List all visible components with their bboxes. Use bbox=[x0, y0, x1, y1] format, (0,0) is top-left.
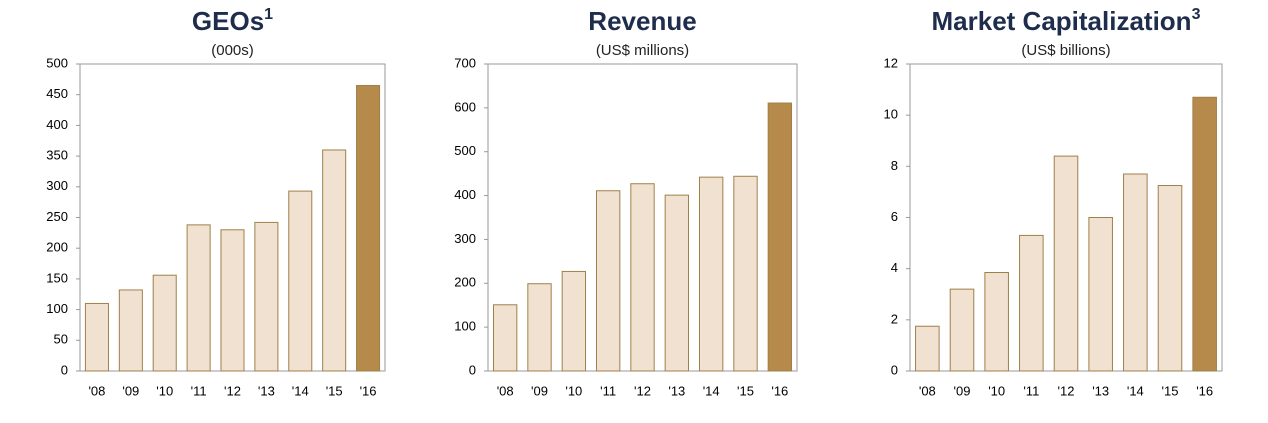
x-tick-label: '12 bbox=[224, 383, 241, 398]
bar bbox=[254, 221, 279, 372]
bar bbox=[356, 84, 381, 372]
y-tick-label: 200 bbox=[454, 275, 476, 290]
x-tick-label: '16 bbox=[1196, 383, 1213, 398]
bar bbox=[84, 302, 109, 372]
y-tick-label: 250 bbox=[46, 209, 68, 224]
x-tick-label: '14 bbox=[703, 383, 720, 398]
y-tick-label: 450 bbox=[46, 86, 68, 101]
bar bbox=[561, 270, 587, 372]
chart-subtitle: (US$ millions) bbox=[596, 42, 689, 59]
x-tick-label: '11 bbox=[1023, 383, 1039, 398]
y-tick-label: 600 bbox=[454, 99, 476, 114]
bar bbox=[664, 194, 690, 372]
bar bbox=[1157, 185, 1183, 372]
x-tick-label: '14 bbox=[1127, 383, 1144, 398]
y-tick-label: 400 bbox=[46, 117, 68, 132]
bar bbox=[595, 190, 621, 372]
chart-title: Revenue bbox=[588, 6, 696, 36]
y-tick-label: 12 bbox=[884, 55, 898, 70]
chart-title: Market Capitalization3 bbox=[932, 6, 1201, 36]
bar bbox=[733, 175, 758, 372]
x-tick-label: '15 bbox=[326, 383, 343, 398]
bar bbox=[630, 183, 655, 372]
x-tick-label: '08 bbox=[497, 383, 514, 398]
bar bbox=[1123, 173, 1148, 372]
y-tick-label: 500 bbox=[454, 143, 476, 158]
chart-title-text: GEOs bbox=[192, 6, 264, 36]
chart-subtitle: (000s) bbox=[211, 42, 254, 59]
y-tick-label: 10 bbox=[884, 107, 898, 122]
bar bbox=[220, 229, 245, 372]
x-tick-label: '15 bbox=[1162, 383, 1179, 398]
bar bbox=[118, 289, 143, 372]
y-tick-label: 0 bbox=[61, 362, 68, 377]
x-tick-label: '11 bbox=[600, 383, 616, 398]
y-tick-label: 100 bbox=[454, 319, 476, 334]
x-tick-label: '08 bbox=[88, 383, 105, 398]
x-tick-label: '16 bbox=[771, 383, 788, 398]
bar bbox=[1088, 217, 1113, 372]
chart-title-text: Market Capitalization bbox=[932, 6, 1192, 36]
bar bbox=[492, 304, 518, 372]
x-tick-label: '10 bbox=[565, 383, 582, 398]
y-tick-label: 2 bbox=[891, 311, 898, 326]
y-tick-label: 0 bbox=[469, 362, 476, 377]
y-tick-label: 500 bbox=[46, 55, 68, 70]
y-tick-label: 8 bbox=[891, 158, 898, 173]
bar bbox=[1053, 155, 1079, 372]
bar bbox=[949, 288, 975, 372]
bar bbox=[322, 149, 347, 372]
chart-subtitle: (US$ billions) bbox=[1021, 42, 1110, 59]
x-tick-label: '16 bbox=[360, 383, 377, 398]
y-tick-label: 300 bbox=[454, 231, 476, 246]
y-tick-label: 4 bbox=[891, 260, 898, 275]
bar bbox=[698, 176, 724, 372]
x-tick-label: '10 bbox=[988, 383, 1005, 398]
chart-title: GEOs1 bbox=[192, 6, 273, 36]
bar bbox=[984, 272, 1009, 372]
bar bbox=[288, 190, 313, 372]
x-tick-label: '12 bbox=[634, 383, 651, 398]
y-tick-label: 100 bbox=[46, 301, 68, 316]
bar bbox=[527, 283, 552, 372]
x-tick-label: '13 bbox=[258, 383, 275, 398]
y-tick-label: 150 bbox=[46, 270, 68, 285]
bar bbox=[767, 102, 793, 372]
y-tick-label: 6 bbox=[891, 209, 898, 224]
bar bbox=[1019, 234, 1044, 372]
footnote-mark: 1 bbox=[264, 6, 273, 23]
bar bbox=[152, 274, 177, 372]
y-tick-label: 350 bbox=[46, 148, 68, 163]
y-tick-label: 400 bbox=[454, 187, 476, 202]
footnote-mark: 3 bbox=[1192, 6, 1201, 23]
x-tick-label: '08 bbox=[919, 383, 936, 398]
x-tick-label: '09 bbox=[122, 383, 139, 398]
y-tick-label: 200 bbox=[46, 240, 68, 255]
y-tick-label: 50 bbox=[54, 332, 68, 347]
x-tick-label: '14 bbox=[292, 383, 309, 398]
x-tick-label: '09 bbox=[954, 383, 971, 398]
x-tick-label: '09 bbox=[531, 383, 548, 398]
x-tick-label: '13 bbox=[1092, 383, 1109, 398]
bar bbox=[915, 325, 940, 372]
y-tick-label: 300 bbox=[46, 178, 68, 193]
x-tick-label: '11 bbox=[191, 383, 207, 398]
bar bbox=[186, 224, 211, 372]
chart-title-text: Revenue bbox=[588, 6, 696, 36]
x-tick-label: '12 bbox=[1058, 383, 1075, 398]
x-tick-label: '10 bbox=[156, 383, 173, 398]
y-tick-label: 700 bbox=[454, 55, 476, 70]
x-tick-label: '15 bbox=[737, 383, 754, 398]
x-tick-label: '13 bbox=[668, 383, 685, 398]
y-tick-label: 0 bbox=[891, 362, 898, 377]
bar bbox=[1192, 96, 1217, 372]
